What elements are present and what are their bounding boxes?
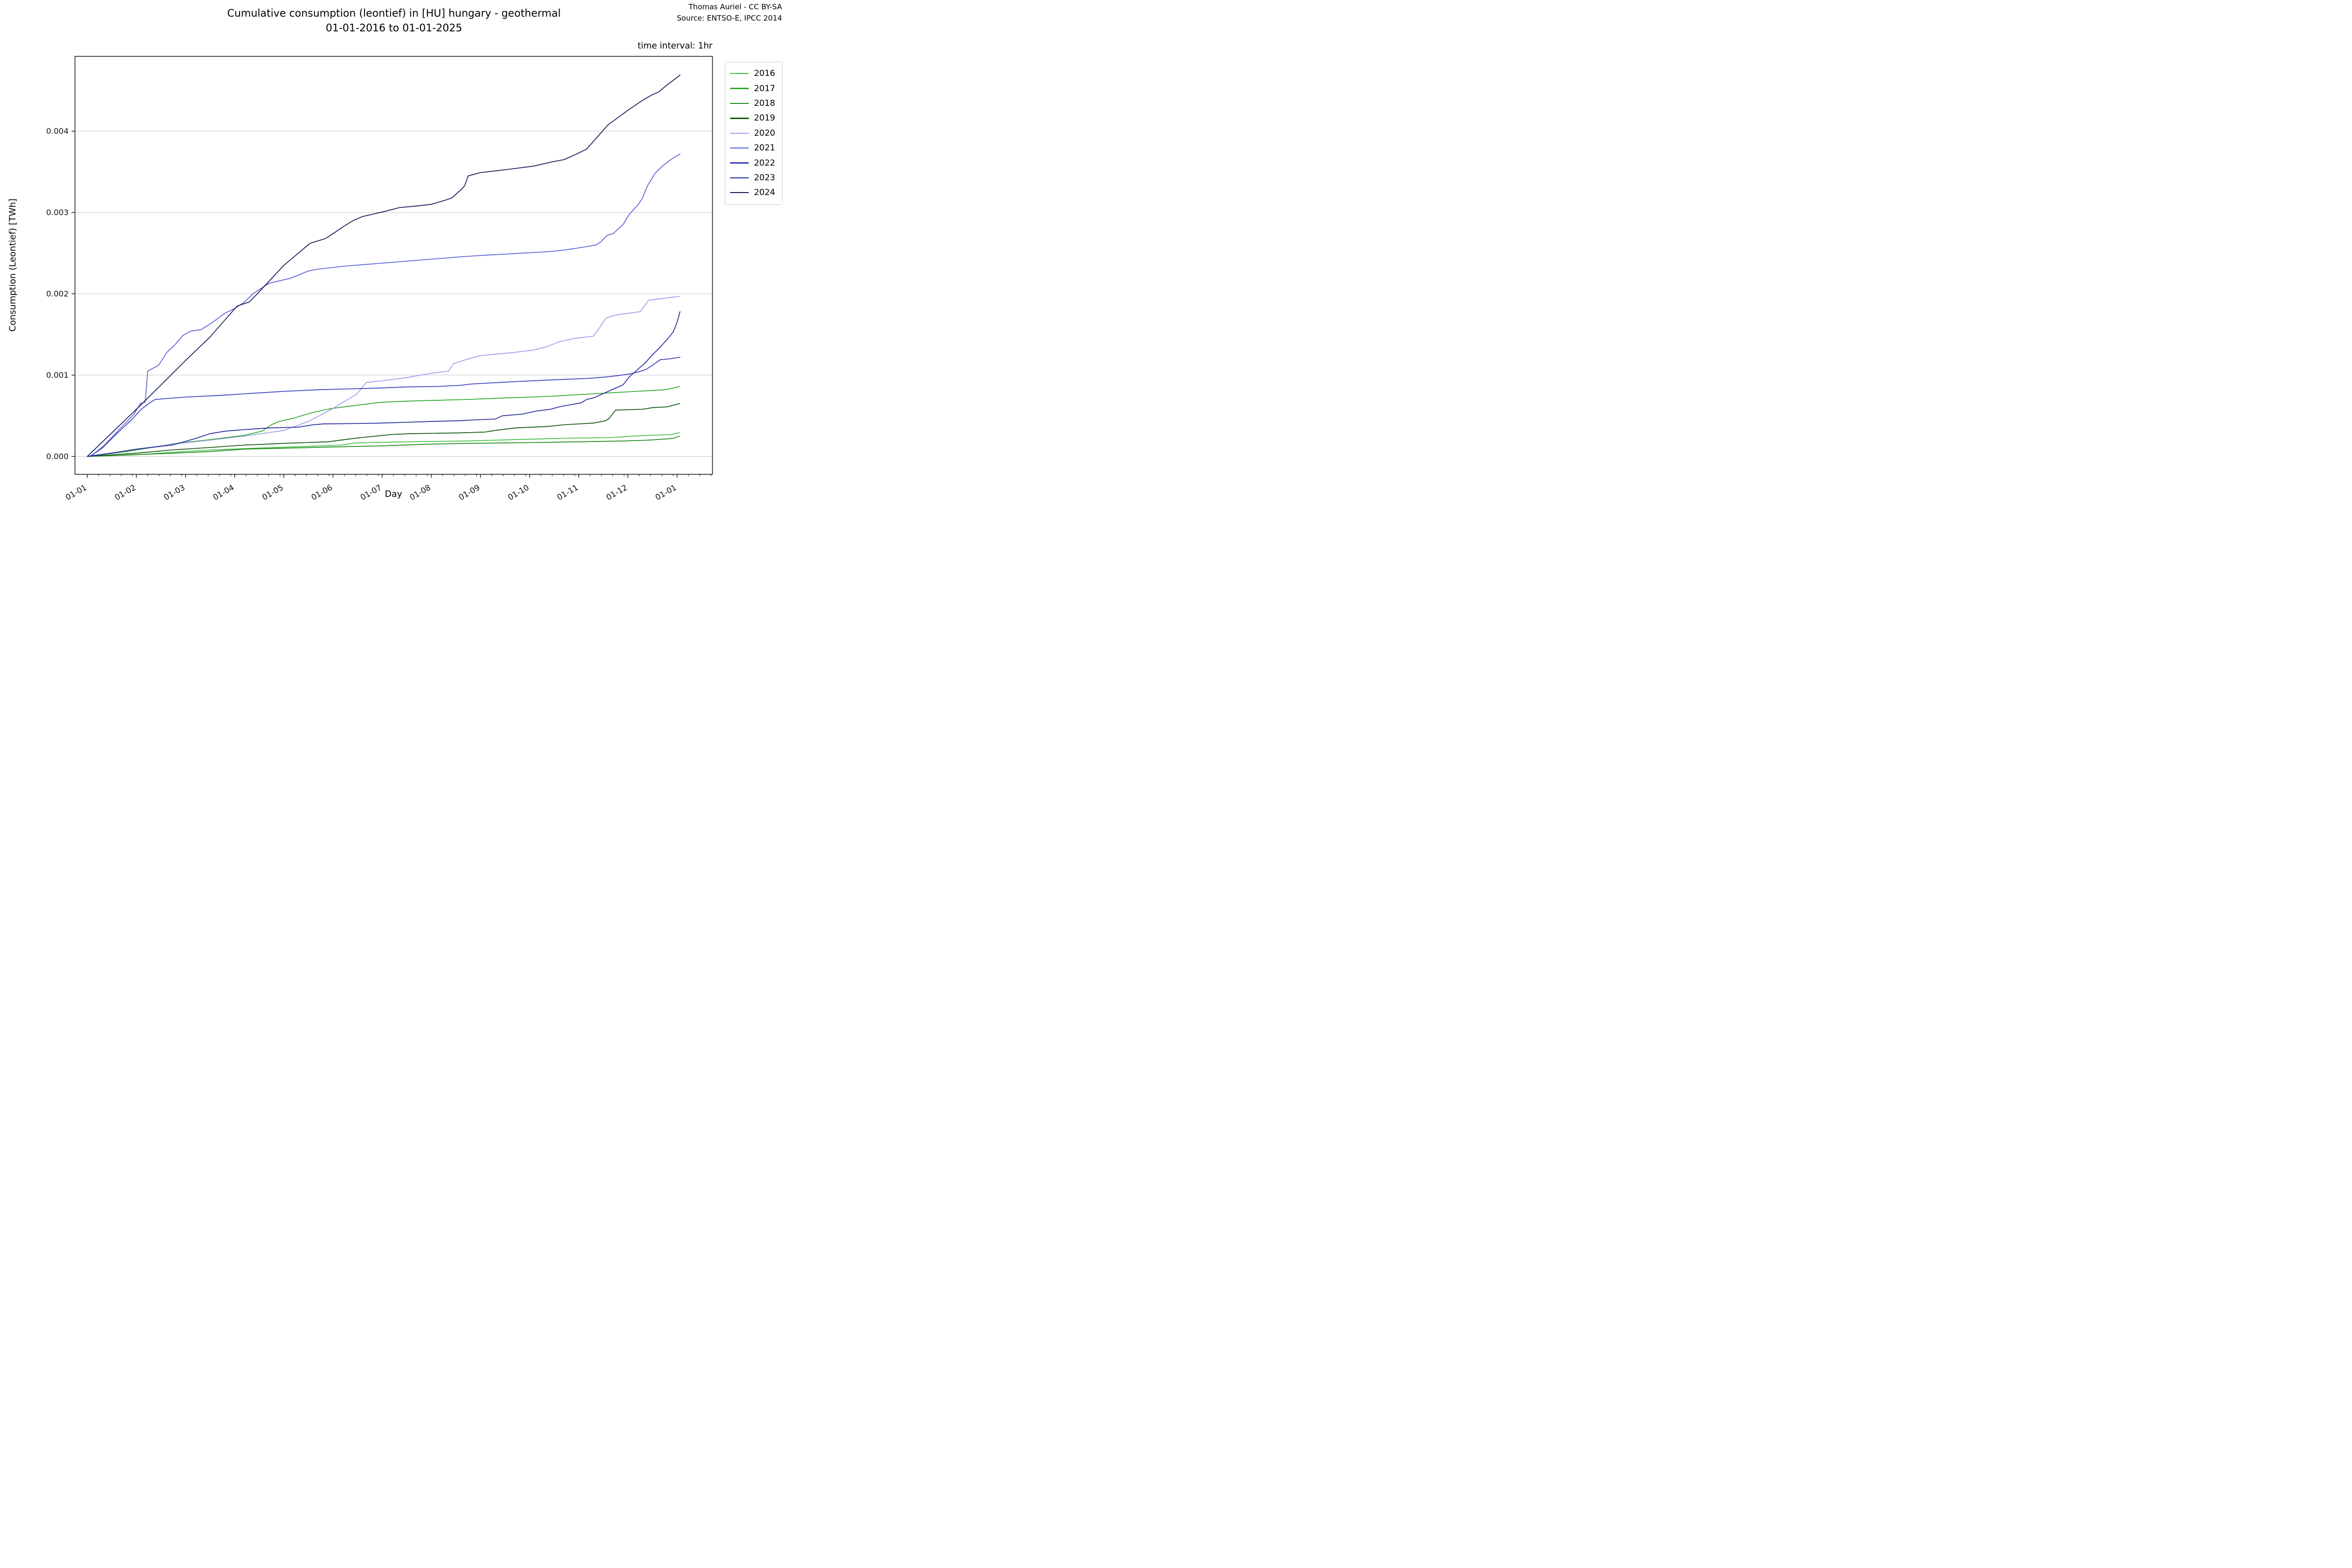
x-tick-label: 01-12 (605, 483, 629, 502)
legend-label-2018: 2018 (754, 98, 775, 108)
y-tick-label: 0.001 (46, 370, 69, 380)
legend-item-2024: 2024 (730, 185, 775, 200)
legend-label-2022: 2022 (754, 158, 775, 168)
plot-area: 0.000 0.001 0.002 0.003 0.004 01-01 01-02 01-03… (46, 56, 713, 502)
legend-swatch-2018 (730, 102, 749, 104)
series-line-2019 (87, 403, 680, 457)
chart-title: Cumulative consumption (leontief) in [HU… (0, 6, 784, 36)
y-tick-label: 0.002 (46, 289, 69, 298)
x-tick-label: 01-05 (261, 483, 285, 502)
chart-canvas: Cumulative consumption (leontief) in [HU… (0, 0, 784, 523)
attribution: Thomas Auriel - CC BY-SA Source: ENTSO-E… (677, 1, 782, 24)
y-tick-label: 0.000 (46, 452, 69, 461)
x-tick-label: 01-09 (457, 483, 482, 502)
attribution-author: Thomas Auriel - CC BY-SA (688, 2, 782, 11)
legend: 2016 2017 2018 2019 2020 2021 2022 2023 2024 (724, 62, 783, 205)
legend-label-2016: 2016 (754, 69, 775, 79)
x-tick-label: 01-02 (113, 483, 138, 502)
legend-swatch-2020 (730, 132, 749, 134)
legend-item-2020: 2020 (730, 126, 775, 141)
attribution-source: Source: ENTSO-E, IPCC 2014 (677, 13, 782, 23)
x-tick-label: 01-01 (64, 483, 88, 502)
legend-swatch-2021 (730, 147, 749, 149)
x-tick-label: 01-10 (506, 483, 531, 502)
legend-label-2019: 2019 (754, 113, 775, 123)
legend-label-2024: 2024 (754, 188, 775, 198)
legend-label-2023: 2023 (754, 172, 775, 183)
legend-label-2021: 2021 (754, 143, 775, 153)
legend-item-2023: 2023 (730, 171, 775, 185)
y-tick-label: 0.003 (46, 208, 69, 217)
x-tick-label: 01-07 (359, 483, 383, 502)
series-line-2024 (87, 74, 681, 457)
legend-item-2017: 2017 (730, 81, 775, 96)
series-line-2021 (90, 153, 681, 457)
series-line-2023 (87, 311, 681, 457)
legend-item-2016: 2016 (730, 66, 775, 81)
x-tick-label: 01-01 (654, 483, 678, 502)
time-interval-note: time interval: 1hr (637, 41, 712, 51)
x-tick-label: 01-06 (310, 483, 334, 502)
series-line-2020 (87, 295, 680, 457)
legend-item-2019: 2019 (730, 111, 775, 125)
legend-swatch-2022 (730, 162, 749, 164)
legend-item-2022: 2022 (730, 155, 775, 170)
legend-swatch-2017 (730, 88, 749, 89)
legend-swatch-2024 (730, 192, 749, 194)
series-line-2018 (87, 436, 680, 457)
x-tick-label: 01-11 (555, 483, 580, 502)
x-axis-label: Day (385, 489, 402, 499)
legend-swatch-2019 (730, 118, 749, 119)
chart-title-line2: 01-01-2016 to 01-01-2025 (325, 22, 463, 34)
plot-border (74, 56, 713, 475)
series-line-2017 (87, 386, 680, 457)
legend-swatch-2023 (730, 177, 749, 179)
legend-swatch-2016 (730, 73, 749, 74)
x-tick-label: 01-03 (162, 483, 187, 502)
legend-label-2017: 2017 (754, 83, 775, 94)
legend-item-2018: 2018 (730, 96, 775, 111)
y-tick-label: 0.004 (46, 126, 69, 136)
x-tick-label: 01-04 (211, 483, 236, 502)
x-tick-label: 01-08 (408, 483, 432, 502)
legend-label-2020: 2020 (754, 128, 775, 138)
chart-title-line1: Cumulative consumption (leontief) in [HU… (227, 7, 561, 19)
legend-item-2021: 2021 (730, 141, 775, 155)
series-line-2016 (87, 432, 680, 457)
series-line-2022 (89, 357, 681, 457)
